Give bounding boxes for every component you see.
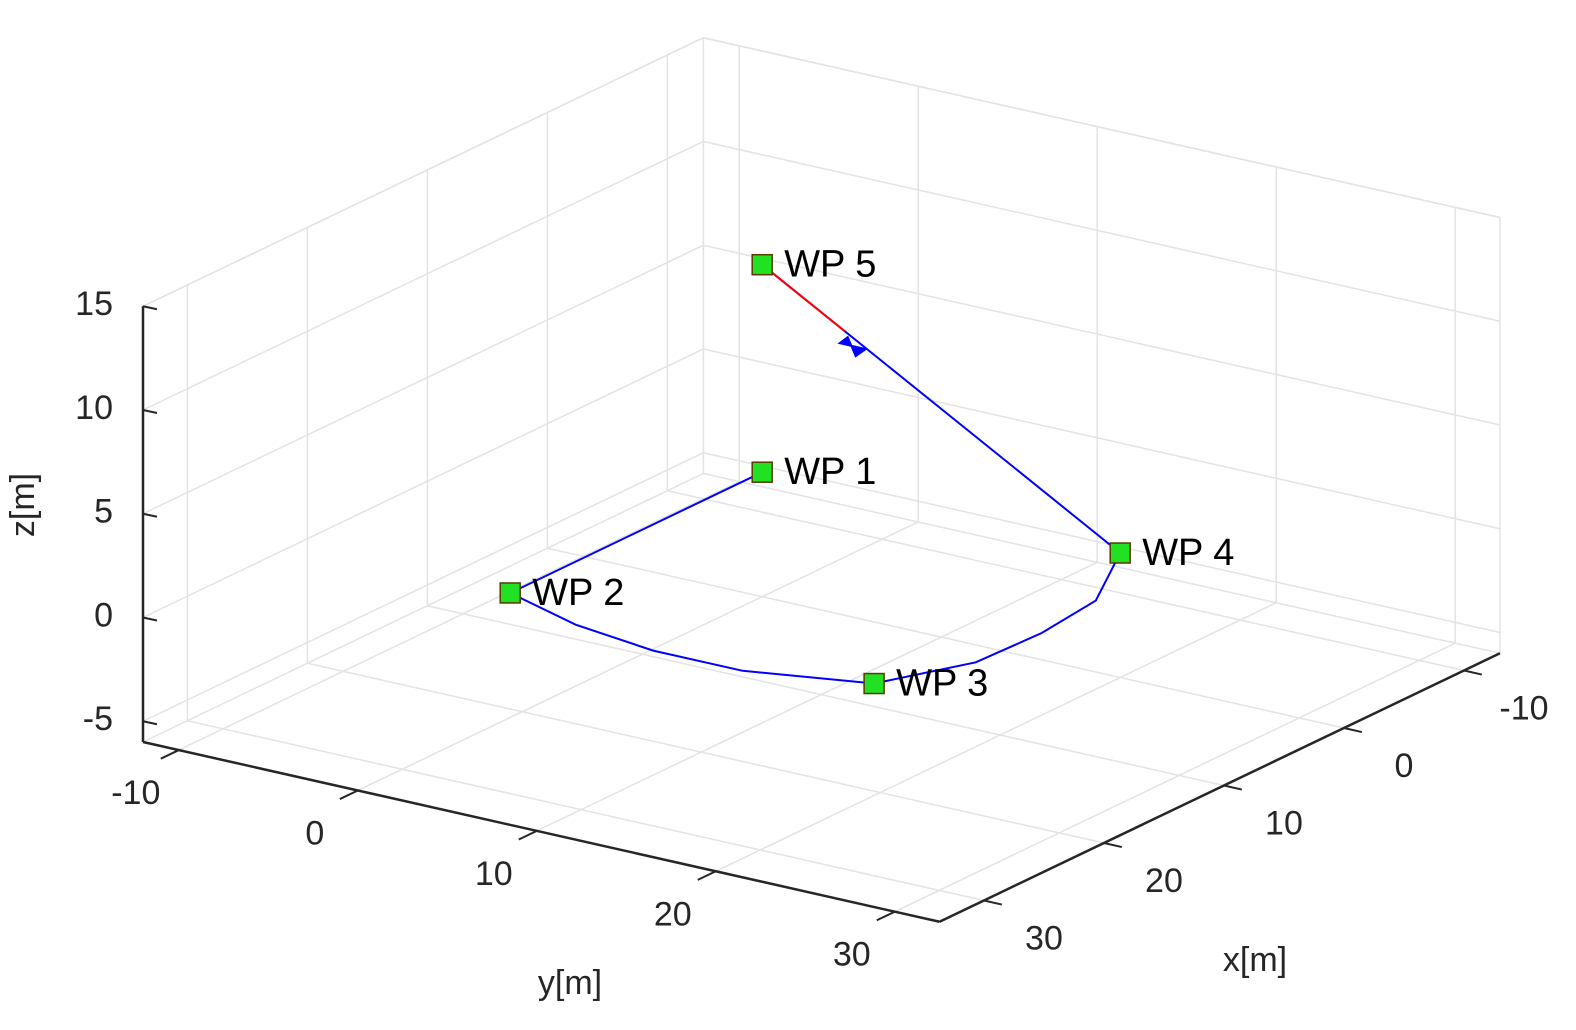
path-line [761,263,846,332]
waypoint-label: WP 4 [1142,532,1234,574]
waypoint [499,582,521,604]
x-axis [939,652,1501,923]
z-tick [142,616,158,622]
z-axis-label: z[m] [4,473,42,537]
x-axis-label: x[m] [1223,941,1287,979]
x-tick [1223,784,1243,791]
grid [142,36,1501,913]
grid-line [142,37,704,307]
z-tick-label: 10 [75,389,113,427]
y-tick-label: 0 [305,814,324,852]
waypoint-label: WP 1 [784,451,876,493]
y-tick [339,789,359,800]
plot-area: WP 1 WP 2 WP 3 WP 4 WP 5 [499,244,1234,705]
waypoint-label: WP 3 [896,663,988,705]
grid-line [307,662,1105,844]
grid-line [715,602,1277,872]
x-tick-label: 10 [1265,804,1303,842]
z-tick [142,409,158,414]
y-tick [876,910,896,922]
z-tick-label: 15 [75,285,113,323]
y-tick [518,829,538,841]
grid-line [142,348,704,619]
waypoint [1109,542,1131,564]
y-tick [697,870,717,881]
grid-line [667,489,1465,672]
grid-line [142,244,704,515]
x-tick-label: -10 [1499,689,1548,727]
grid-line [142,452,704,722]
grid-line [178,480,740,751]
x-tick-label: 30 [1025,919,1063,957]
grid-line [536,561,1098,832]
grid-line [703,451,1501,634]
grid-line [357,521,919,792]
uav-marker [837,335,869,358]
grid-line [703,140,1501,322]
x-tick [1463,669,1483,676]
box-edge [142,472,704,743]
x-tick-label: 20 [1145,862,1183,900]
z-tick-label: 0 [94,596,113,634]
z-tick [142,512,158,518]
z-tick-label: 5 [94,493,113,531]
x-tick [1343,727,1363,734]
y-tick-label: 30 [833,936,871,974]
y-axis-label: y[m] [538,964,602,1002]
waypoint-label: WP 2 [532,572,624,614]
y-tick-label: -10 [111,774,160,812]
waypoint [751,461,773,483]
grid-line [427,604,1225,787]
axes: -10 0 10 20 30 -10 0 10 20 30 -5 0 5 10 15 [75,285,1548,973]
waypoint [751,253,773,276]
z-tick [142,720,158,726]
z-tick [142,305,158,311]
x-tick-label: 0 [1394,747,1413,785]
y-tick-label: 10 [475,855,513,893]
grid-line [703,36,1501,219]
grid-line [703,244,1501,426]
grid-line [894,642,1456,913]
z-tick-label: -5 [83,700,113,738]
waypoint-label: WP 5 [784,244,876,286]
x-tick [983,899,1003,906]
y-tick [160,749,180,760]
y-tick-label: 20 [654,895,692,933]
box-edge [703,472,1501,654]
grid-line [703,348,1501,530]
grid-line [142,140,704,411]
waypoint [863,672,885,695]
x-tick [1103,842,1123,849]
y-axis [142,740,940,923]
grid-line [547,547,1345,729]
grid-line [187,719,985,902]
